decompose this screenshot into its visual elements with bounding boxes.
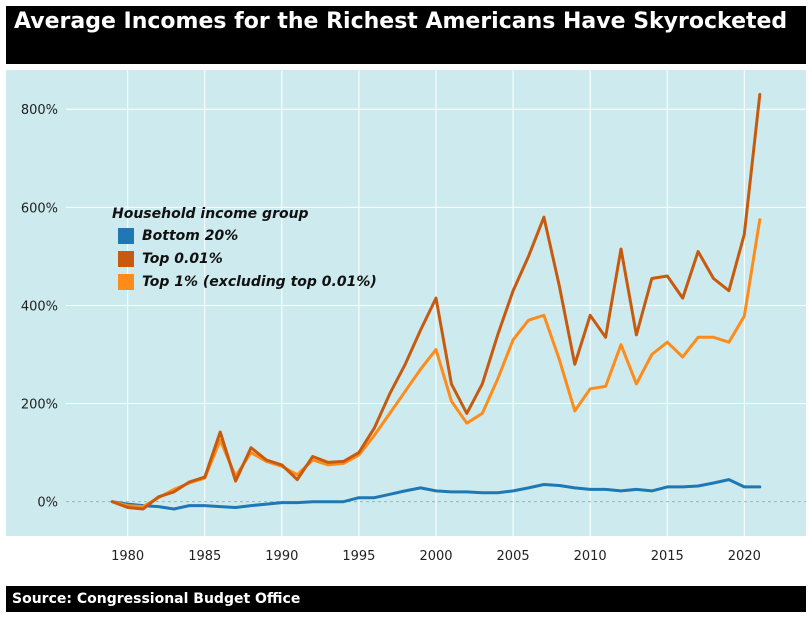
legend-item-bottom-20: Bottom 20% (118, 224, 377, 247)
legend: Household income group Bottom 20% Top 0.… (112, 204, 377, 293)
legend-swatch-bottom-20 (118, 227, 134, 244)
x-tick-label: 2010 (574, 549, 607, 564)
x-tick-label: 1995 (342, 549, 375, 564)
legend-title: Household income group (112, 206, 309, 222)
y-tick-label: 800% (21, 103, 58, 118)
plot-panel: 0% 200% 400% 600% 800% 1980 1985 1990 1995 2000 20… (6, 70, 806, 574)
source-bar: Source: Congressional Budget Office (6, 586, 806, 612)
x-tick-label: 1990 (265, 549, 298, 564)
source-text: Source: Congressional Budget Office (12, 591, 301, 607)
chart-plot: 0% 200% 400% 600% 800% 1980 1985 1990 1995 2000 20… (6, 70, 806, 564)
top-001-line (110, 93, 762, 511)
bottom-20-line (110, 478, 762, 511)
x-tick-label: 2000 (419, 549, 452, 564)
legend-item-top-1: Top 1% (excluding top 0.01%) (118, 270, 377, 293)
x-tick-label: 2020 (728, 549, 761, 564)
y-tick-label: 600% (21, 201, 58, 216)
chart-title: Average Incomes for the Richest American… (14, 9, 788, 34)
legend-item-top-001: Top 0.01% (118, 247, 377, 270)
legend-swatch-top-1 (118, 273, 134, 290)
legend-label-bottom-20: Bottom 20% (142, 227, 239, 244)
legend-label-top-1: Top 1% (excluding top 0.01%) (142, 273, 377, 290)
x-tick-label: 2005 (497, 549, 530, 564)
top-1-line (110, 218, 762, 509)
plot-background (6, 70, 806, 536)
x-tick-label: 1985 (188, 549, 221, 564)
y-tick-label: 400% (21, 299, 58, 314)
y-tick-label: 200% (21, 398, 58, 413)
y-tick-label: 0% (37, 496, 58, 511)
title-bar: Average Incomes for the Richest American… (6, 6, 806, 64)
x-tick-label: 1980 (111, 549, 144, 564)
legend-label-top-001: Top 0.01% (142, 250, 223, 267)
legend-swatch-top-001 (118, 250, 134, 267)
x-tick-label: 2015 (651, 549, 684, 564)
